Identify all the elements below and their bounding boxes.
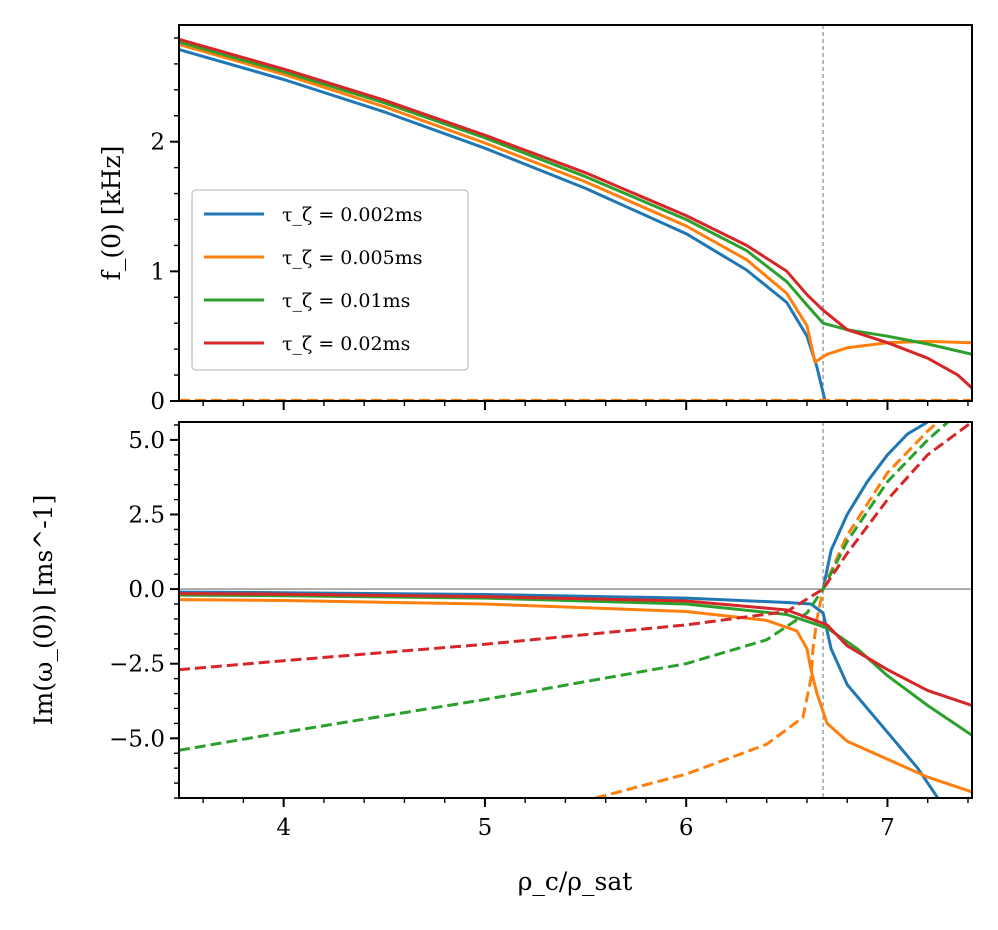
axes-frame xyxy=(178,421,973,799)
series-line xyxy=(179,422,949,752)
bottom-y-axis-label: Im(ω_(0)) [ms^-1] xyxy=(29,495,58,726)
x-tick-label: 6 xyxy=(679,815,694,841)
axes-frame xyxy=(178,24,973,402)
series-line xyxy=(179,590,940,798)
y-tick-label: 0.0 xyxy=(128,577,165,603)
series-line xyxy=(179,37,972,390)
series-line xyxy=(179,593,972,737)
legend-entry-label: τ_ζ = 0.02ms xyxy=(282,333,410,355)
legend-entry-label: τ_ζ = 0.01ms xyxy=(282,290,410,312)
y-tick-label: −5.0 xyxy=(109,726,165,752)
series-line xyxy=(595,422,939,798)
x-axis-label: ρ_c/ρ_sat xyxy=(518,867,633,896)
y-tick-label: 5.0 xyxy=(128,428,165,454)
series-line xyxy=(179,42,972,364)
series-line xyxy=(179,422,972,672)
y-tick-label: 0 xyxy=(150,389,165,415)
y-tick-label: 2.5 xyxy=(128,503,165,529)
y-tick-label: 2 xyxy=(150,130,165,156)
legend-entry-label: τ_ζ = 0.005ms xyxy=(282,247,422,269)
plot-area xyxy=(179,422,972,798)
series-line xyxy=(821,422,929,590)
x-tick-label: 7 xyxy=(880,815,895,841)
series-line xyxy=(179,40,972,356)
top-panel: 0 1 2 xyxy=(150,24,973,415)
y-tick-label: −2.5 xyxy=(109,652,165,678)
top-y-axis-label: f_(0) [kHz] xyxy=(97,146,126,281)
series-line xyxy=(179,592,972,707)
bottom-panel: 5.0 2.5 0.0 −2.5 −5.0 4 5 6 7 xyxy=(109,421,973,841)
legend-entry-label: τ_ζ = 0.002ms xyxy=(282,204,422,226)
legend-box xyxy=(191,189,469,371)
legend: τ_ζ = 0.002ms τ_ζ = 0.005ms τ_ζ = 0.01ms τ_… xyxy=(191,189,469,371)
axis-labels: f_(0) [kHz] Im(ω_(0)) [ms^-1] ρ_c/ρ_sat xyxy=(29,146,632,896)
series-line xyxy=(179,598,972,794)
x-tick-label: 4 xyxy=(276,815,291,841)
y-tick-label: 1 xyxy=(150,259,165,285)
x-tick-label: 5 xyxy=(478,815,493,841)
